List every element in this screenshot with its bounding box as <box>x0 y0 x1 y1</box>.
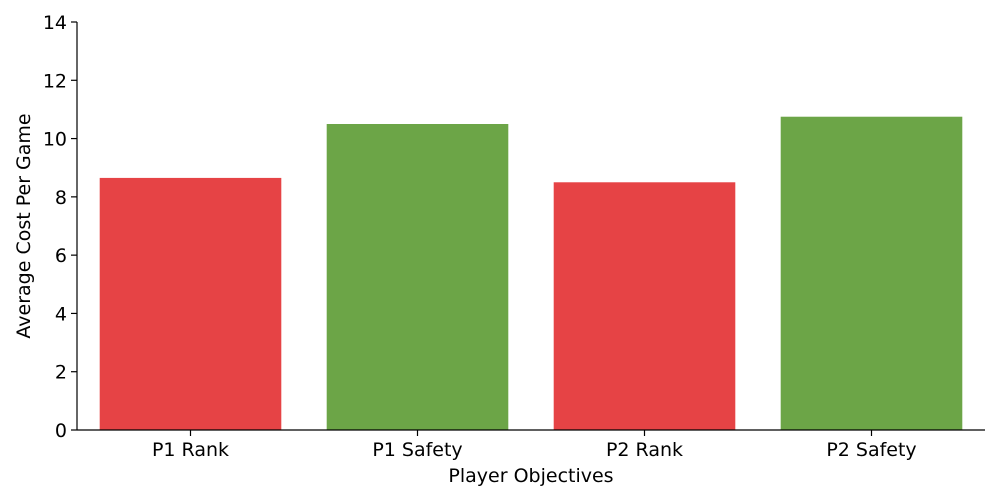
y-tick-label: 12 <box>43 70 67 92</box>
bar-p1-safety <box>326 124 509 430</box>
x-tick-label: P2 Safety <box>826 439 916 461</box>
bar-p2-rank <box>553 182 736 430</box>
bar-p1-rank <box>99 177 282 430</box>
y-tick-label: 14 <box>43 12 67 34</box>
y-tick-label: 10 <box>43 129 67 151</box>
x-tick-label: P1 Safety <box>372 439 462 461</box>
y-axis-label: Average Cost Per Game <box>13 113 35 338</box>
y-axis-ticks: 0 2 4 6 8 10 12 14 <box>43 12 77 442</box>
y-tick-label: 2 <box>55 362 67 384</box>
x-axis-label: Player Objectives <box>448 465 613 487</box>
y-tick-label: 6 <box>55 245 67 267</box>
x-axis-ticks: P1 Rank P1 Safety P2 Rank P2 Safety <box>152 430 917 461</box>
bars-group <box>99 116 963 430</box>
y-tick-label: 4 <box>55 303 67 325</box>
y-tick-label: 0 <box>55 420 67 442</box>
x-tick-label: P1 Rank <box>152 439 229 461</box>
y-tick-label: 8 <box>55 187 67 209</box>
bar-p2-safety <box>780 116 963 430</box>
x-tick-label: P2 Rank <box>606 439 683 461</box>
